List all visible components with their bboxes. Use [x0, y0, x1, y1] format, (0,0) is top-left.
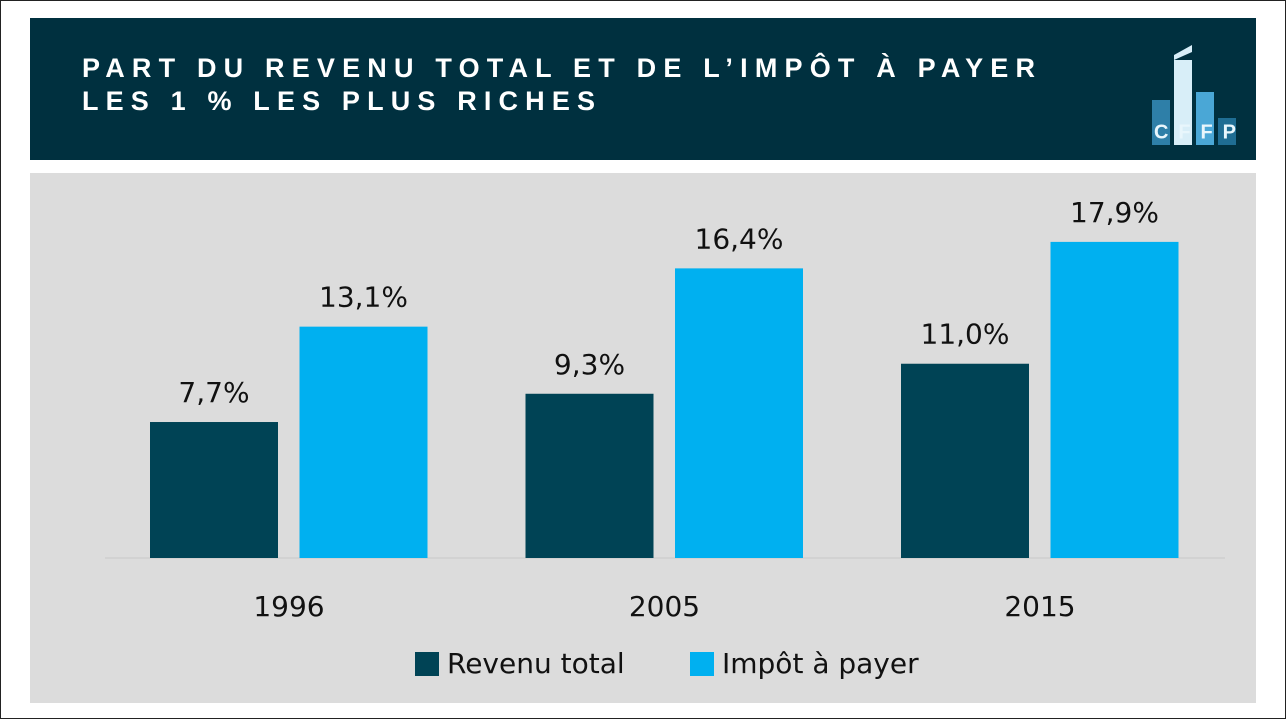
x-tick-label: 2015	[1004, 590, 1075, 623]
value-label: 17,9%	[1070, 196, 1159, 229]
bar	[525, 393, 654, 558]
legend-label: Impôt à payer	[722, 647, 919, 680]
x-tick-label: 2005	[629, 590, 700, 623]
legend-swatch	[415, 652, 439, 676]
legend-swatch	[690, 652, 714, 676]
header	[30, 18, 1256, 160]
value-label: 16,4%	[695, 222, 784, 255]
value-label: 11,0%	[921, 318, 1010, 351]
bar	[150, 422, 278, 558]
value-label: 7,7%	[178, 376, 249, 409]
bar	[299, 326, 428, 558]
chart-title: PART DU REVENU TOTAL ET DE L’IMPÔT À PAY…	[82, 52, 1035, 83]
x-tick-label: 1996	[253, 590, 324, 623]
bar	[675, 268, 803, 558]
bar	[901, 363, 1029, 558]
value-label: 13,1%	[319, 281, 408, 314]
value-label: 9,3%	[554, 348, 625, 381]
legend-label: Revenu total	[447, 647, 625, 680]
bar	[1050, 241, 1179, 559]
